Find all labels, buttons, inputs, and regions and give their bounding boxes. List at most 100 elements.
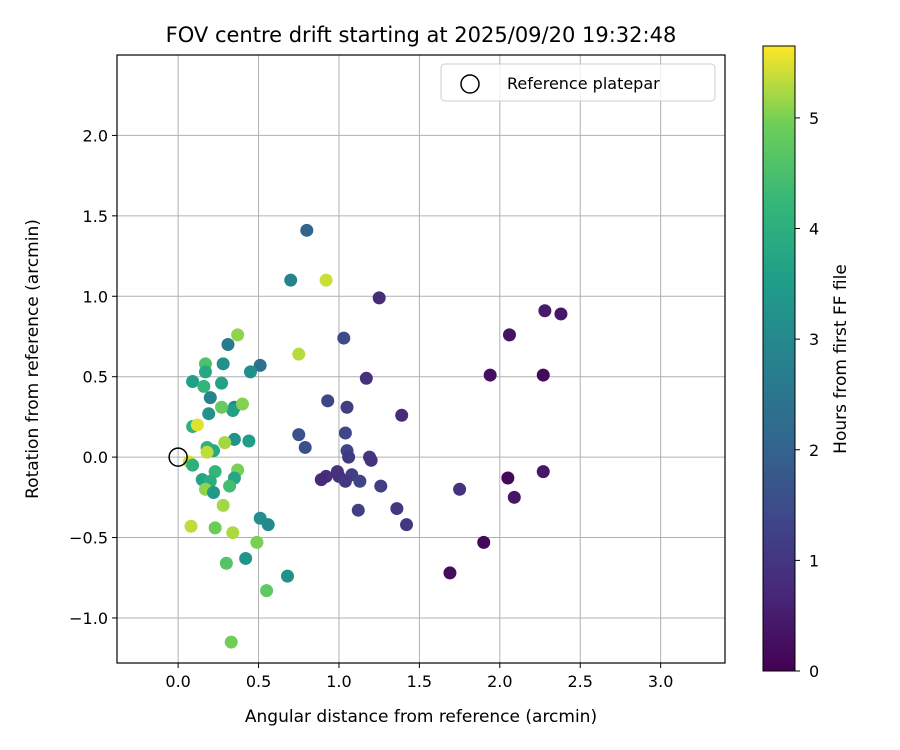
data-point — [190, 418, 204, 432]
data-point — [292, 347, 306, 361]
data-point — [215, 376, 229, 390]
data-point — [372, 291, 386, 305]
colorbar-gradient — [763, 46, 795, 671]
chart-title: FOV centre drift starting at 2025/09/20 … — [166, 23, 677, 47]
colorbar-tick-label: 1 — [809, 551, 819, 570]
data-point — [390, 502, 404, 516]
data-point — [218, 436, 232, 450]
data-point — [483, 368, 497, 382]
data-point — [292, 428, 306, 442]
data-point — [235, 397, 249, 411]
data-point — [250, 535, 264, 549]
colorbar-label: Hours from first FF file — [831, 264, 851, 454]
data-point — [536, 465, 550, 479]
data-point — [536, 368, 550, 382]
y-tick-label: 2.0 — [83, 126, 108, 145]
reference-point-marker — [168, 447, 188, 467]
data-point — [197, 379, 211, 393]
y-tick-label: −0.5 — [69, 529, 108, 548]
data-point — [364, 453, 378, 467]
data-point — [502, 328, 516, 342]
legend-reference-marker — [460, 74, 480, 94]
data-point — [319, 273, 333, 287]
y-axis-label: Rotation from reference (arcmin) — [23, 219, 43, 499]
data-point — [200, 445, 214, 459]
legend-label: Reference platepar — [507, 74, 660, 93]
y-axis-ticks: −1.0 −0.5 0.0 0.5 1.0 1.5 2.0 — [69, 126, 117, 628]
x-tick-label: 2.0 — [487, 672, 512, 691]
legend-box — [440, 63, 716, 102]
data-point — [280, 569, 294, 583]
data-point — [198, 365, 212, 379]
data-point — [298, 440, 312, 454]
data-point — [208, 521, 222, 535]
data-point — [216, 498, 230, 512]
data-point — [300, 223, 314, 237]
data-point — [342, 450, 356, 464]
y-tick-label: 0.0 — [83, 448, 108, 467]
scatter-points — [182, 223, 568, 649]
data-point — [184, 519, 198, 533]
data-point — [244, 365, 258, 379]
data-point — [253, 358, 267, 372]
data-point — [261, 518, 275, 532]
x-tick-label: 3.0 — [648, 672, 673, 691]
data-point — [359, 371, 373, 385]
data-point — [337, 331, 351, 345]
colorbar-tick-label: 3 — [809, 330, 819, 349]
data-point — [203, 391, 217, 405]
data-point — [321, 394, 335, 408]
x-axis-ticks: 0.0 0.5 1.0 1.5 2.0 2.5 3.0 — [165, 663, 673, 691]
y-tick-label: 1.5 — [83, 207, 108, 226]
x-tick-label: 1.5 — [407, 672, 432, 691]
data-point — [314, 473, 328, 487]
y-tick-label: 0.5 — [83, 368, 108, 387]
data-point — [207, 486, 221, 500]
colorbar-tick-label: 0 — [809, 662, 819, 681]
data-point — [507, 490, 521, 504]
x-tick-label: 0.5 — [246, 672, 271, 691]
data-point — [400, 518, 414, 532]
x-tick-label: 0.0 — [165, 672, 190, 691]
legend: Reference platepar — [440, 63, 716, 102]
colorbar-tick-label: 5 — [809, 109, 819, 128]
data-point — [186, 375, 200, 389]
data-point — [224, 635, 238, 649]
colorbar-tick-label: 2 — [809, 441, 819, 460]
data-point — [219, 556, 233, 570]
data-point — [186, 458, 200, 472]
data-point — [353, 474, 367, 488]
data-point — [284, 273, 298, 287]
data-point — [226, 526, 240, 540]
data-point — [340, 400, 354, 414]
x-axis-label: Angular distance from reference (arcmin) — [245, 707, 597, 727]
data-point — [453, 482, 467, 496]
y-tick-label: −1.0 — [69, 609, 108, 628]
data-point — [208, 465, 222, 479]
data-point — [223, 479, 237, 493]
grid-lines — [117, 55, 725, 663]
data-point — [443, 566, 457, 580]
data-point — [202, 407, 216, 421]
data-point — [501, 471, 515, 485]
data-point — [338, 426, 352, 440]
data-point — [221, 338, 235, 352]
x-tick-label: 2.5 — [568, 672, 593, 691]
data-point — [239, 551, 253, 565]
x-tick-label: 1.0 — [326, 672, 351, 691]
colorbar-frame — [762, 45, 796, 672]
colorbar-tick-label: 4 — [809, 220, 819, 239]
data-point — [351, 503, 365, 517]
data-point — [477, 535, 491, 549]
data-point — [395, 408, 409, 422]
data-point — [374, 479, 388, 493]
data-point — [216, 357, 230, 371]
data-point — [260, 584, 274, 598]
data-point — [242, 434, 256, 448]
y-tick-label: 1.0 — [83, 287, 108, 306]
colorbar-ticks: 0 1 2 3 4 5 — [795, 109, 819, 681]
data-point — [338, 474, 352, 488]
data-point — [215, 400, 229, 414]
data-point — [226, 403, 240, 417]
